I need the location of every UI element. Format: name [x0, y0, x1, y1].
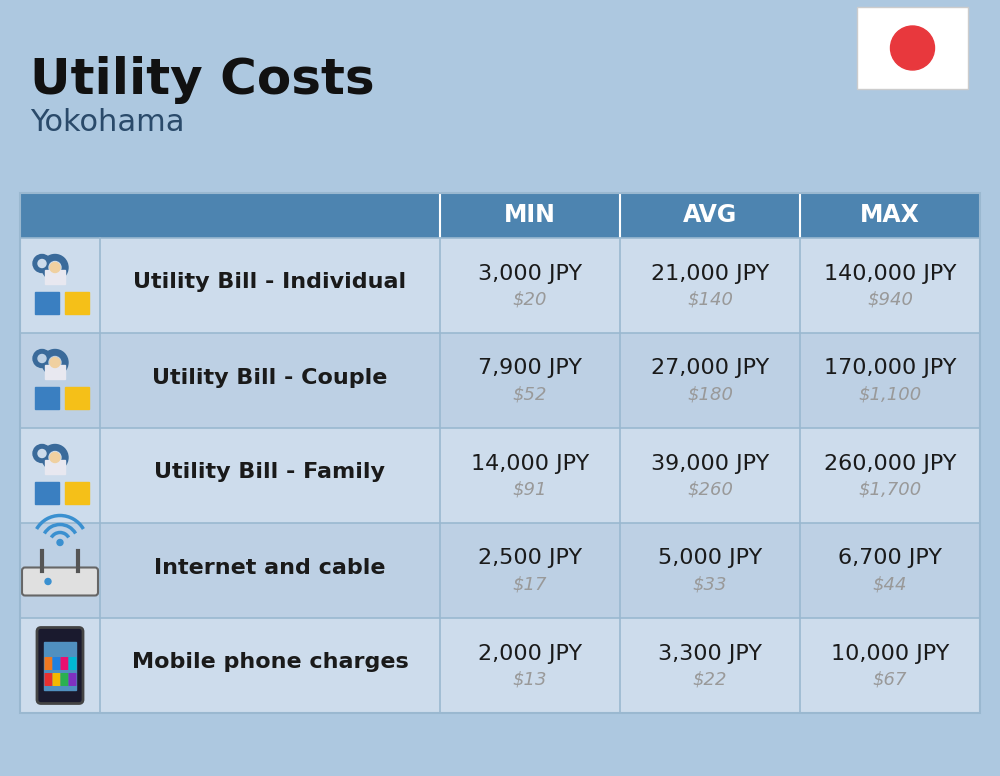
Text: 2,500 JPY: 2,500 JPY	[478, 549, 582, 569]
Bar	[20, 193, 980, 713]
Text: 3,000 JPY: 3,000 JPY	[478, 264, 582, 283]
Text: 10,000 JPY: 10,000 JPY	[831, 643, 949, 663]
Text: Utility Bill - Individual: Utility Bill - Individual	[133, 272, 407, 293]
Text: 27,000 JPY: 27,000 JPY	[651, 359, 769, 379]
Text: $44: $44	[873, 576, 907, 594]
Text: Utility Costs: Utility Costs	[30, 56, 375, 104]
Bar	[45, 459, 65, 473]
Bar	[20, 428, 980, 523]
Circle shape	[50, 262, 60, 272]
Text: $67: $67	[873, 670, 907, 688]
Bar	[20, 523, 980, 618]
Bar	[45, 269, 65, 283]
Text: $17: $17	[513, 576, 547, 594]
Bar	[45, 365, 65, 379]
Text: $260: $260	[687, 480, 733, 498]
Text: 21,000 JPY: 21,000 JPY	[651, 264, 769, 283]
Circle shape	[49, 262, 61, 273]
Bar	[20, 618, 980, 713]
FancyBboxPatch shape	[68, 673, 76, 686]
FancyBboxPatch shape	[52, 657, 60, 670]
Bar	[35, 292, 59, 314]
Bar	[44, 642, 76, 690]
Circle shape	[891, 26, 934, 70]
Bar	[65, 292, 89, 314]
Bar	[20, 193, 980, 238]
Circle shape	[45, 578, 51, 584]
Bar	[65, 386, 89, 408]
Bar	[20, 238, 980, 333]
FancyBboxPatch shape	[44, 657, 52, 670]
Text: 260,000 JPY: 260,000 JPY	[824, 453, 956, 473]
Bar	[35, 386, 59, 408]
FancyBboxPatch shape	[857, 7, 968, 89]
Circle shape	[33, 445, 51, 462]
Circle shape	[49, 356, 61, 369]
Text: 5,000 JPY: 5,000 JPY	[658, 549, 762, 569]
Circle shape	[57, 539, 63, 546]
Circle shape	[42, 255, 68, 280]
Text: MAX: MAX	[860, 203, 920, 227]
Text: $13: $13	[513, 670, 547, 688]
Text: Utility Bill - Couple: Utility Bill - Couple	[152, 368, 388, 387]
Text: $33: $33	[693, 576, 727, 594]
Bar	[65, 481, 89, 504]
Text: 7,900 JPY: 7,900 JPY	[478, 359, 582, 379]
Text: $20: $20	[513, 290, 547, 309]
Text: $22: $22	[693, 670, 727, 688]
Circle shape	[49, 452, 61, 463]
Circle shape	[50, 452, 60, 462]
Circle shape	[33, 349, 51, 368]
FancyBboxPatch shape	[44, 673, 52, 686]
Circle shape	[33, 255, 51, 272]
Text: 39,000 JPY: 39,000 JPY	[651, 453, 769, 473]
Text: 140,000 JPY: 140,000 JPY	[824, 264, 956, 283]
Text: 14,000 JPY: 14,000 JPY	[471, 453, 589, 473]
Text: $1,100: $1,100	[858, 386, 922, 404]
Text: 6,700 JPY: 6,700 JPY	[838, 549, 942, 569]
FancyBboxPatch shape	[68, 657, 76, 670]
Text: Utility Bill - Family: Utility Bill - Family	[154, 462, 386, 483]
Text: $180: $180	[687, 386, 733, 404]
Circle shape	[38, 355, 46, 362]
Text: $940: $940	[867, 290, 913, 309]
Bar	[35, 481, 59, 504]
Text: Yokohama: Yokohama	[30, 108, 184, 137]
FancyBboxPatch shape	[60, 657, 68, 670]
Text: 3,300 JPY: 3,300 JPY	[658, 643, 762, 663]
Text: 170,000 JPY: 170,000 JPY	[824, 359, 956, 379]
FancyBboxPatch shape	[52, 673, 60, 686]
Text: Internet and cable: Internet and cable	[154, 557, 386, 577]
Circle shape	[38, 259, 46, 268]
Text: $140: $140	[687, 290, 733, 309]
Bar	[20, 333, 980, 428]
Text: $91: $91	[513, 480, 547, 498]
Circle shape	[42, 349, 68, 376]
FancyBboxPatch shape	[37, 628, 83, 704]
FancyBboxPatch shape	[22, 567, 98, 595]
Text: 2,000 JPY: 2,000 JPY	[478, 643, 582, 663]
Text: Mobile phone charges: Mobile phone charges	[132, 653, 408, 673]
Text: $1,700: $1,700	[858, 480, 922, 498]
Text: $52: $52	[513, 386, 547, 404]
Text: AVG: AVG	[683, 203, 737, 227]
Circle shape	[50, 358, 60, 368]
FancyBboxPatch shape	[60, 673, 68, 686]
Text: MIN: MIN	[504, 203, 556, 227]
Circle shape	[38, 449, 46, 458]
Circle shape	[42, 445, 68, 470]
